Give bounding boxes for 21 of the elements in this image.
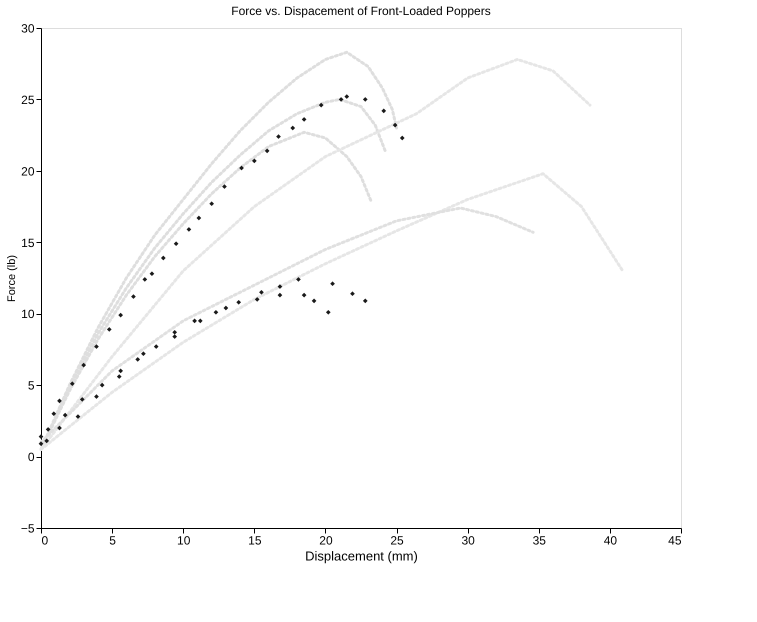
y-tick-label: 25 — [21, 92, 35, 107]
x-tick-label: 15 — [248, 534, 262, 548]
y-tick-label: 20 — [21, 164, 35, 178]
x-tick-label: 30 — [461, 534, 476, 548]
x-tick-label: 0 — [42, 534, 48, 548]
x-tick-label: 5 — [109, 534, 116, 548]
y-tick-label: −5 — [20, 522, 35, 536]
y-tick-label: 5 — [28, 378, 35, 393]
y-axis-title: Force (lb) — [6, 254, 18, 302]
x-tick-label: 25 — [390, 534, 404, 548]
x-tick-label: 20 — [319, 534, 333, 548]
x-tick-label: 35 — [532, 534, 546, 548]
chart-title: Force vs. Dispacement of Front-Loaded Poppers — [231, 4, 491, 18]
x-tick-label: 10 — [177, 534, 191, 548]
x-axis-title: Displacement (mm) — [305, 548, 418, 564]
y-tick-label: 30 — [21, 22, 35, 36]
y-tick-label: 10 — [21, 307, 35, 322]
x-tick-label: 45 — [668, 534, 682, 548]
x-tick-label: 40 — [604, 534, 618, 548]
y-tick-label: 15 — [21, 236, 35, 250]
y-tick-label: 0 — [28, 450, 35, 464]
